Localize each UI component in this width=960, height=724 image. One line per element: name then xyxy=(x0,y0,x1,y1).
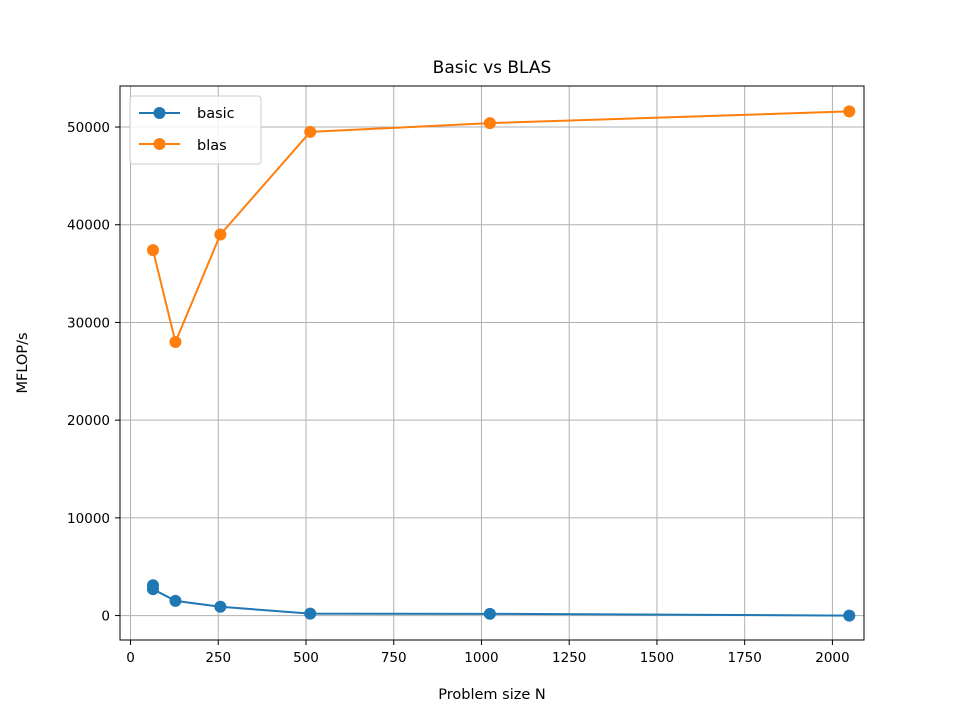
y-tick-label: 10000 xyxy=(67,511,110,527)
legend-marker-basic xyxy=(153,107,166,119)
data-point-basic xyxy=(483,607,496,620)
legend-entry-blas: blas xyxy=(139,138,227,154)
y-tick-label: 0 xyxy=(101,609,110,625)
data-point-basic xyxy=(214,600,227,613)
legend: basic blas xyxy=(129,95,262,165)
data-point-blas xyxy=(304,125,317,138)
legend-marker-blas xyxy=(153,138,166,150)
y-axis-label: MFLOP/s xyxy=(15,332,31,393)
ticks: 0 250 500 750 1000 1250 1500 1750 20000100002000… xyxy=(67,120,850,666)
series-layer xyxy=(146,105,856,622)
data-point-basic xyxy=(304,607,317,620)
plot-frame xyxy=(119,85,865,641)
x-tick-label: 1250 xyxy=(552,650,586,666)
legend-entry-basic: basic xyxy=(139,106,235,122)
legend-label-blas: blas xyxy=(197,138,227,154)
series-blas xyxy=(146,105,856,348)
x-tick-label: 250 xyxy=(205,650,231,666)
data-point-basic xyxy=(169,594,182,607)
y-tick-label: 40000 xyxy=(67,218,110,234)
x-tick-label: 1000 xyxy=(464,650,498,666)
data-point-blas xyxy=(169,335,182,348)
data-point-blas xyxy=(214,228,227,241)
series-basic xyxy=(146,579,856,622)
y-tick-label: 20000 xyxy=(67,413,110,429)
data-point-basic xyxy=(843,609,856,622)
y-tick-label: 50000 xyxy=(67,120,110,136)
x-tick-label: 2000 xyxy=(815,650,849,666)
chart-title: Basic vs BLAS xyxy=(433,58,552,78)
plot-area xyxy=(120,86,864,640)
data-point-basic xyxy=(146,583,159,596)
x-tick-label: 0 xyxy=(126,650,135,666)
data-point-blas xyxy=(843,105,856,118)
x-axis-label: Problem size N xyxy=(438,687,545,703)
x-tick-label: 1500 xyxy=(640,650,674,666)
series-line-blas xyxy=(152,110,850,343)
x-tick-label: 1750 xyxy=(727,650,761,666)
legend-label-basic: basic xyxy=(197,106,235,122)
legend-box xyxy=(129,95,262,165)
x-tick-label: 750 xyxy=(381,650,407,666)
y-tick-label: 30000 xyxy=(67,315,110,331)
data-point-blas xyxy=(146,244,159,257)
x-tick-label: 500 xyxy=(293,650,319,666)
data-point-blas xyxy=(483,117,496,130)
